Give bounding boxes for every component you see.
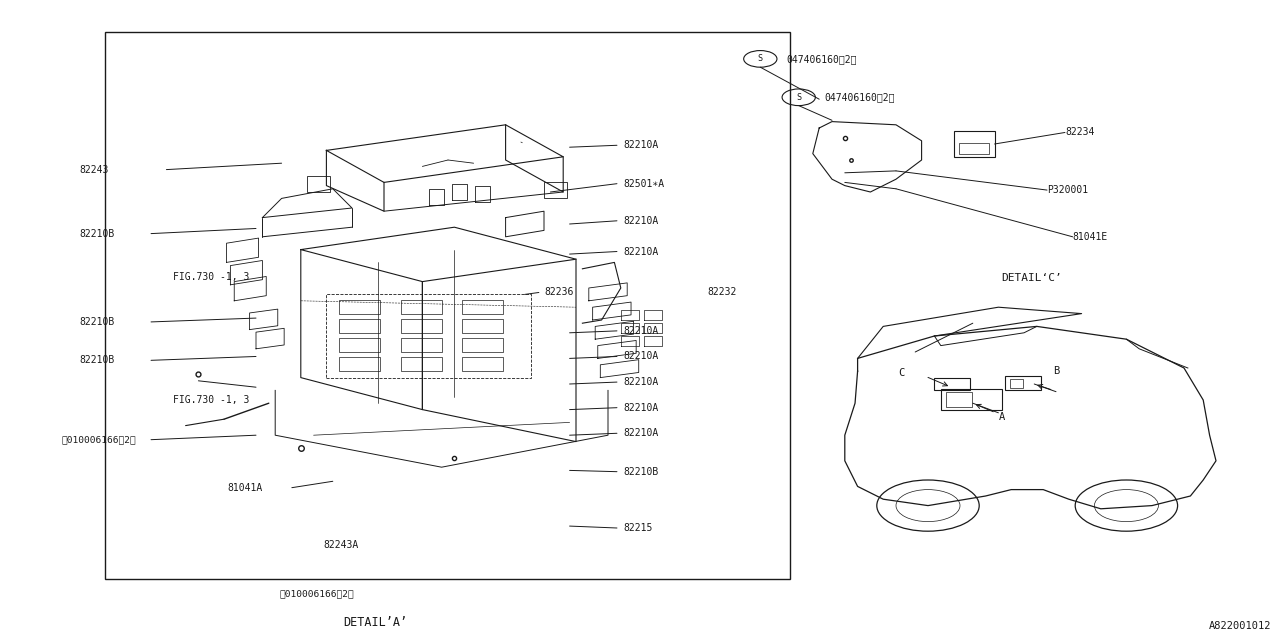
- Bar: [934, 378, 970, 390]
- Text: DETAIL‘C’: DETAIL‘C’: [1001, 273, 1061, 284]
- Bar: [401, 338, 442, 352]
- Bar: [326, 294, 531, 378]
- Text: FIG.730 -1, 3: FIG.730 -1, 3: [173, 272, 250, 282]
- Text: 82215: 82215: [623, 523, 653, 533]
- Text: 82210B: 82210B: [623, 467, 659, 477]
- Text: 047406160（2）: 047406160（2）: [824, 92, 895, 102]
- Text: 82210A: 82210A: [623, 428, 659, 438]
- Text: A822001012: A822001012: [1208, 621, 1271, 631]
- Text: 82210B: 82210B: [79, 317, 115, 327]
- Bar: [462, 357, 503, 371]
- Text: 82210B: 82210B: [79, 355, 115, 365]
- Text: 81041E: 81041E: [1073, 232, 1108, 242]
- Text: 82243A: 82243A: [324, 540, 360, 550]
- Text: C: C: [899, 368, 905, 378]
- Bar: [462, 300, 503, 314]
- Text: Ⓑ010006166（2）: Ⓑ010006166（2）: [279, 589, 353, 598]
- Text: S: S: [758, 54, 763, 63]
- Bar: [339, 338, 380, 352]
- Bar: [1010, 379, 1023, 388]
- Bar: [401, 357, 442, 371]
- Text: 82210A: 82210A: [623, 351, 659, 362]
- Bar: [105, 32, 790, 579]
- Text: 047406160（2）: 047406160（2）: [786, 54, 856, 64]
- Bar: [959, 143, 989, 154]
- Bar: [339, 300, 380, 314]
- Bar: [339, 357, 380, 371]
- Bar: [401, 300, 442, 314]
- Text: 82210A: 82210A: [623, 326, 659, 336]
- Bar: [946, 392, 972, 407]
- Text: 82501∗A: 82501∗A: [623, 179, 664, 189]
- Bar: [954, 131, 995, 157]
- Bar: [1005, 376, 1041, 390]
- Text: 82210A: 82210A: [623, 216, 659, 226]
- Bar: [401, 319, 442, 333]
- Bar: [544, 182, 567, 198]
- Text: 82243: 82243: [79, 164, 109, 175]
- Text: 82236: 82236: [544, 287, 573, 298]
- Text: Ⓑ010006166（2）: Ⓑ010006166（2）: [61, 435, 136, 444]
- Text: B: B: [1053, 366, 1060, 376]
- Text: 82210B: 82210B: [79, 228, 115, 239]
- Text: FIG.730 -1, 3: FIG.730 -1, 3: [173, 395, 250, 405]
- Bar: [462, 338, 503, 352]
- Bar: [941, 389, 1002, 410]
- Bar: [307, 176, 330, 192]
- Text: 82232: 82232: [708, 287, 737, 298]
- Text: 82234: 82234: [1065, 127, 1094, 138]
- Text: 81041A: 81041A: [228, 483, 264, 493]
- Text: S: S: [796, 93, 801, 102]
- Bar: [462, 319, 503, 333]
- Text: 82210A: 82210A: [623, 246, 659, 257]
- Text: DETAIL’A’: DETAIL’A’: [343, 616, 407, 628]
- Text: 82210A: 82210A: [623, 403, 659, 413]
- Text: A: A: [998, 412, 1005, 422]
- Bar: [339, 319, 380, 333]
- Text: 82210A: 82210A: [623, 140, 659, 150]
- Text: P320001: P320001: [1047, 185, 1088, 195]
- Text: 82210A: 82210A: [623, 377, 659, 387]
